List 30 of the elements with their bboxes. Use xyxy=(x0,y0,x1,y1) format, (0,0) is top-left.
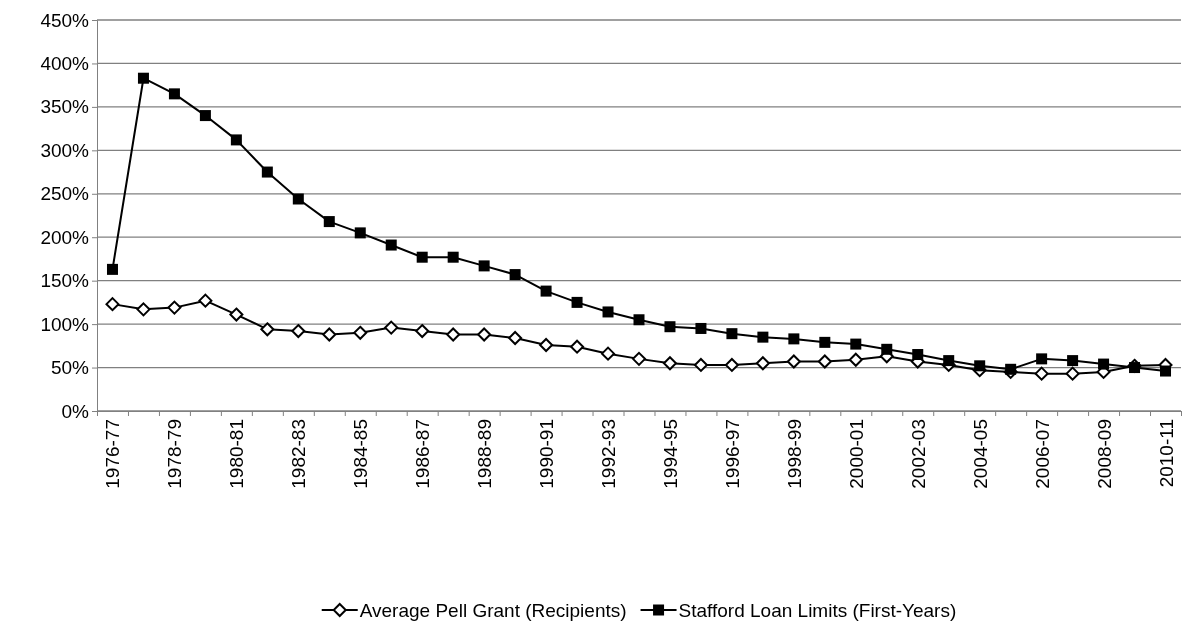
x-tick-label: 1998-99 xyxy=(783,419,805,489)
x-tick-label: 1994-95 xyxy=(659,419,681,489)
x-tick-label: 1986-87 xyxy=(412,419,434,489)
x-tick-label: 1982-83 xyxy=(288,419,310,489)
x-tick-label: 2006-07 xyxy=(1031,419,1053,489)
y-tick-label: 250% xyxy=(40,183,90,205)
x-tick-label: 2010-11 xyxy=(1155,419,1177,488)
y-tick-label: 50% xyxy=(50,357,90,379)
y-tick-label: 200% xyxy=(40,226,90,248)
x-tick-label: 2008-09 xyxy=(1093,419,1115,489)
x-tick-label: 1984-85 xyxy=(350,419,372,489)
y-tick-label: 100% xyxy=(40,313,90,335)
x-tick-label: 1978-79 xyxy=(164,419,186,489)
x-tick-label: 2004-05 xyxy=(969,419,991,489)
legend-label: Stafford Loan Limits (First-Years) xyxy=(678,600,957,621)
y-tick-label: 150% xyxy=(40,270,90,292)
x-tick-label: 2002-03 xyxy=(907,419,929,489)
x-tick-label: 1976-77 xyxy=(102,419,124,489)
x-tick-label: 1988-89 xyxy=(474,419,496,489)
y-tick-label: 350% xyxy=(40,96,90,118)
x-tick-label: 2000-01 xyxy=(845,419,867,489)
y-tick-label: 300% xyxy=(40,139,90,161)
y-tick-label: 0% xyxy=(61,400,90,422)
y-tick-label: 450% xyxy=(40,9,90,31)
x-tick-label: 1980-81 xyxy=(226,419,248,489)
x-tick-label: 1990-91 xyxy=(536,419,558,489)
x-tick-label: 1992-93 xyxy=(598,419,620,489)
y-tick-label: 400% xyxy=(40,53,90,75)
legend-label: Average Pell Grant (Recipients) xyxy=(359,600,627,621)
x-tick-label: 1996-97 xyxy=(721,419,743,489)
